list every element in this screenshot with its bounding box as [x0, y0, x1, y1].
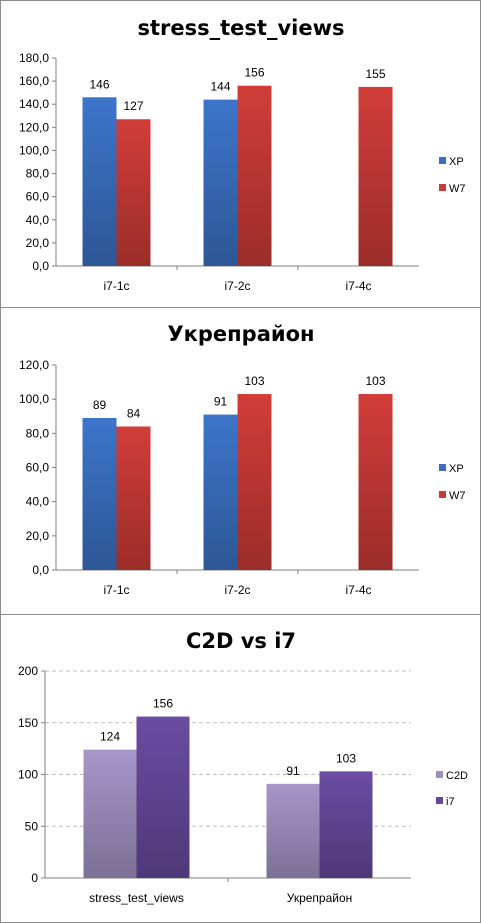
y-tick-label: 50	[25, 819, 39, 833]
chart-svg: stress_test_views 0,0 20,0 40,0 60,0 80,0 100…	[19, 16, 466, 293]
x-tick-label: i7-4c	[345, 583, 371, 597]
bar-xp	[203, 414, 238, 570]
legend-swatch	[436, 797, 443, 804]
x-tick-label: i7-1c	[103, 279, 129, 293]
legend-label: XP	[449, 156, 464, 168]
chart-panel-ukrepraion: Укрепрайон 0,0 20,0 40,0 60,0 80,0 100,0 120,0…	[0, 307, 481, 615]
y-tick-label: 180,0	[19, 51, 49, 65]
data-label: 155	[365, 67, 385, 81]
legend-swatch	[439, 491, 446, 498]
bar-i7	[136, 716, 190, 878]
legend-label: W7	[449, 183, 466, 195]
bar-w7	[358, 394, 393, 570]
legend-label: i7	[446, 796, 455, 808]
data-label: 91	[286, 764, 300, 778]
chart-svg: Укрепрайон 0,0 20,0 40,0 60,0 80,0 100,0 120,0…	[19, 322, 466, 597]
bar-xp	[82, 97, 117, 267]
data-label: 146	[89, 77, 109, 91]
data-label: 89	[93, 398, 107, 412]
bar-w7	[358, 86, 393, 266]
y-tick-label: 200	[18, 664, 38, 678]
y-tick-label: 160,0	[19, 74, 49, 88]
chart-title: C2D vs i7	[186, 629, 296, 653]
y-tick-label: 100,0	[19, 392, 49, 406]
data-label: 103	[365, 374, 385, 388]
bar-i7	[319, 771, 373, 878]
bar-c2d	[266, 783, 320, 878]
chart-panel-stress-test-views: stress_test_views 0,0 20,0 40,0 60,0 80,0 100…	[0, 0, 481, 308]
legend-swatch	[439, 157, 446, 164]
data-label: 156	[244, 66, 264, 80]
legend-label: C2D	[446, 770, 468, 782]
data-label: 103	[336, 751, 356, 765]
bar-w7	[237, 85, 272, 266]
y-tick-label: 40,0	[26, 213, 50, 227]
legend-label: XP	[449, 463, 464, 475]
legend-swatch	[439, 464, 446, 471]
y-tick-label: 150	[18, 716, 38, 730]
bar-w7	[116, 119, 151, 266]
x-tick-label: stress_test_views	[89, 891, 184, 905]
y-tick-label: 80,0	[26, 426, 50, 440]
y-tick-label: 100	[18, 768, 38, 782]
y-tick-label: 0,0	[32, 259, 49, 273]
data-label: 84	[127, 407, 141, 421]
y-tick-label: 40,0	[26, 495, 50, 509]
y-tick-label: 120,0	[19, 120, 49, 134]
x-tick-label: i7-1c	[103, 583, 129, 597]
chart-panel-c2d-vs-i7: C2D vs i7 0 50 100 150 200 stress_test_views 1…	[0, 614, 481, 923]
chart-title: Укрепрайон	[167, 322, 314, 346]
bar-c2d	[83, 749, 137, 878]
bar-w7	[237, 394, 272, 570]
chart-svg: C2D vs i7 0 50 100 150 200 stress_test_views 1…	[18, 629, 468, 905]
y-tick-label: 0,0	[32, 563, 49, 577]
bar-xp	[82, 417, 117, 570]
bar-w7	[116, 426, 151, 570]
data-label: 103	[244, 374, 264, 388]
x-tick-label: i7-2c	[224, 583, 250, 597]
x-tick-label: Укрепрайон	[287, 891, 353, 905]
bar-xp	[203, 99, 238, 266]
x-tick-label: i7-2c	[224, 279, 250, 293]
y-tick-label: 60,0	[26, 461, 50, 475]
y-tick-label: 120,0	[19, 358, 49, 372]
data-label: 156	[153, 697, 173, 711]
y-tick-label: 100,0	[19, 143, 49, 157]
y-tick-label: 80,0	[26, 167, 50, 181]
y-tick-label: 0	[31, 871, 38, 885]
data-label: 124	[100, 730, 120, 744]
y-tick-label: 60,0	[26, 190, 50, 204]
x-tick-label: i7-4c	[345, 279, 371, 293]
legend-swatch	[439, 184, 446, 191]
y-tick-label: 20,0	[26, 236, 50, 250]
chart-title: stress_test_views	[138, 16, 345, 40]
legend-label: W7	[449, 490, 466, 502]
y-tick-label: 140,0	[19, 97, 49, 111]
legend-swatch	[436, 771, 443, 778]
data-label: 91	[214, 395, 228, 409]
y-tick-label: 20,0	[26, 529, 50, 543]
data-label: 144	[210, 80, 230, 94]
data-label: 127	[123, 99, 143, 113]
